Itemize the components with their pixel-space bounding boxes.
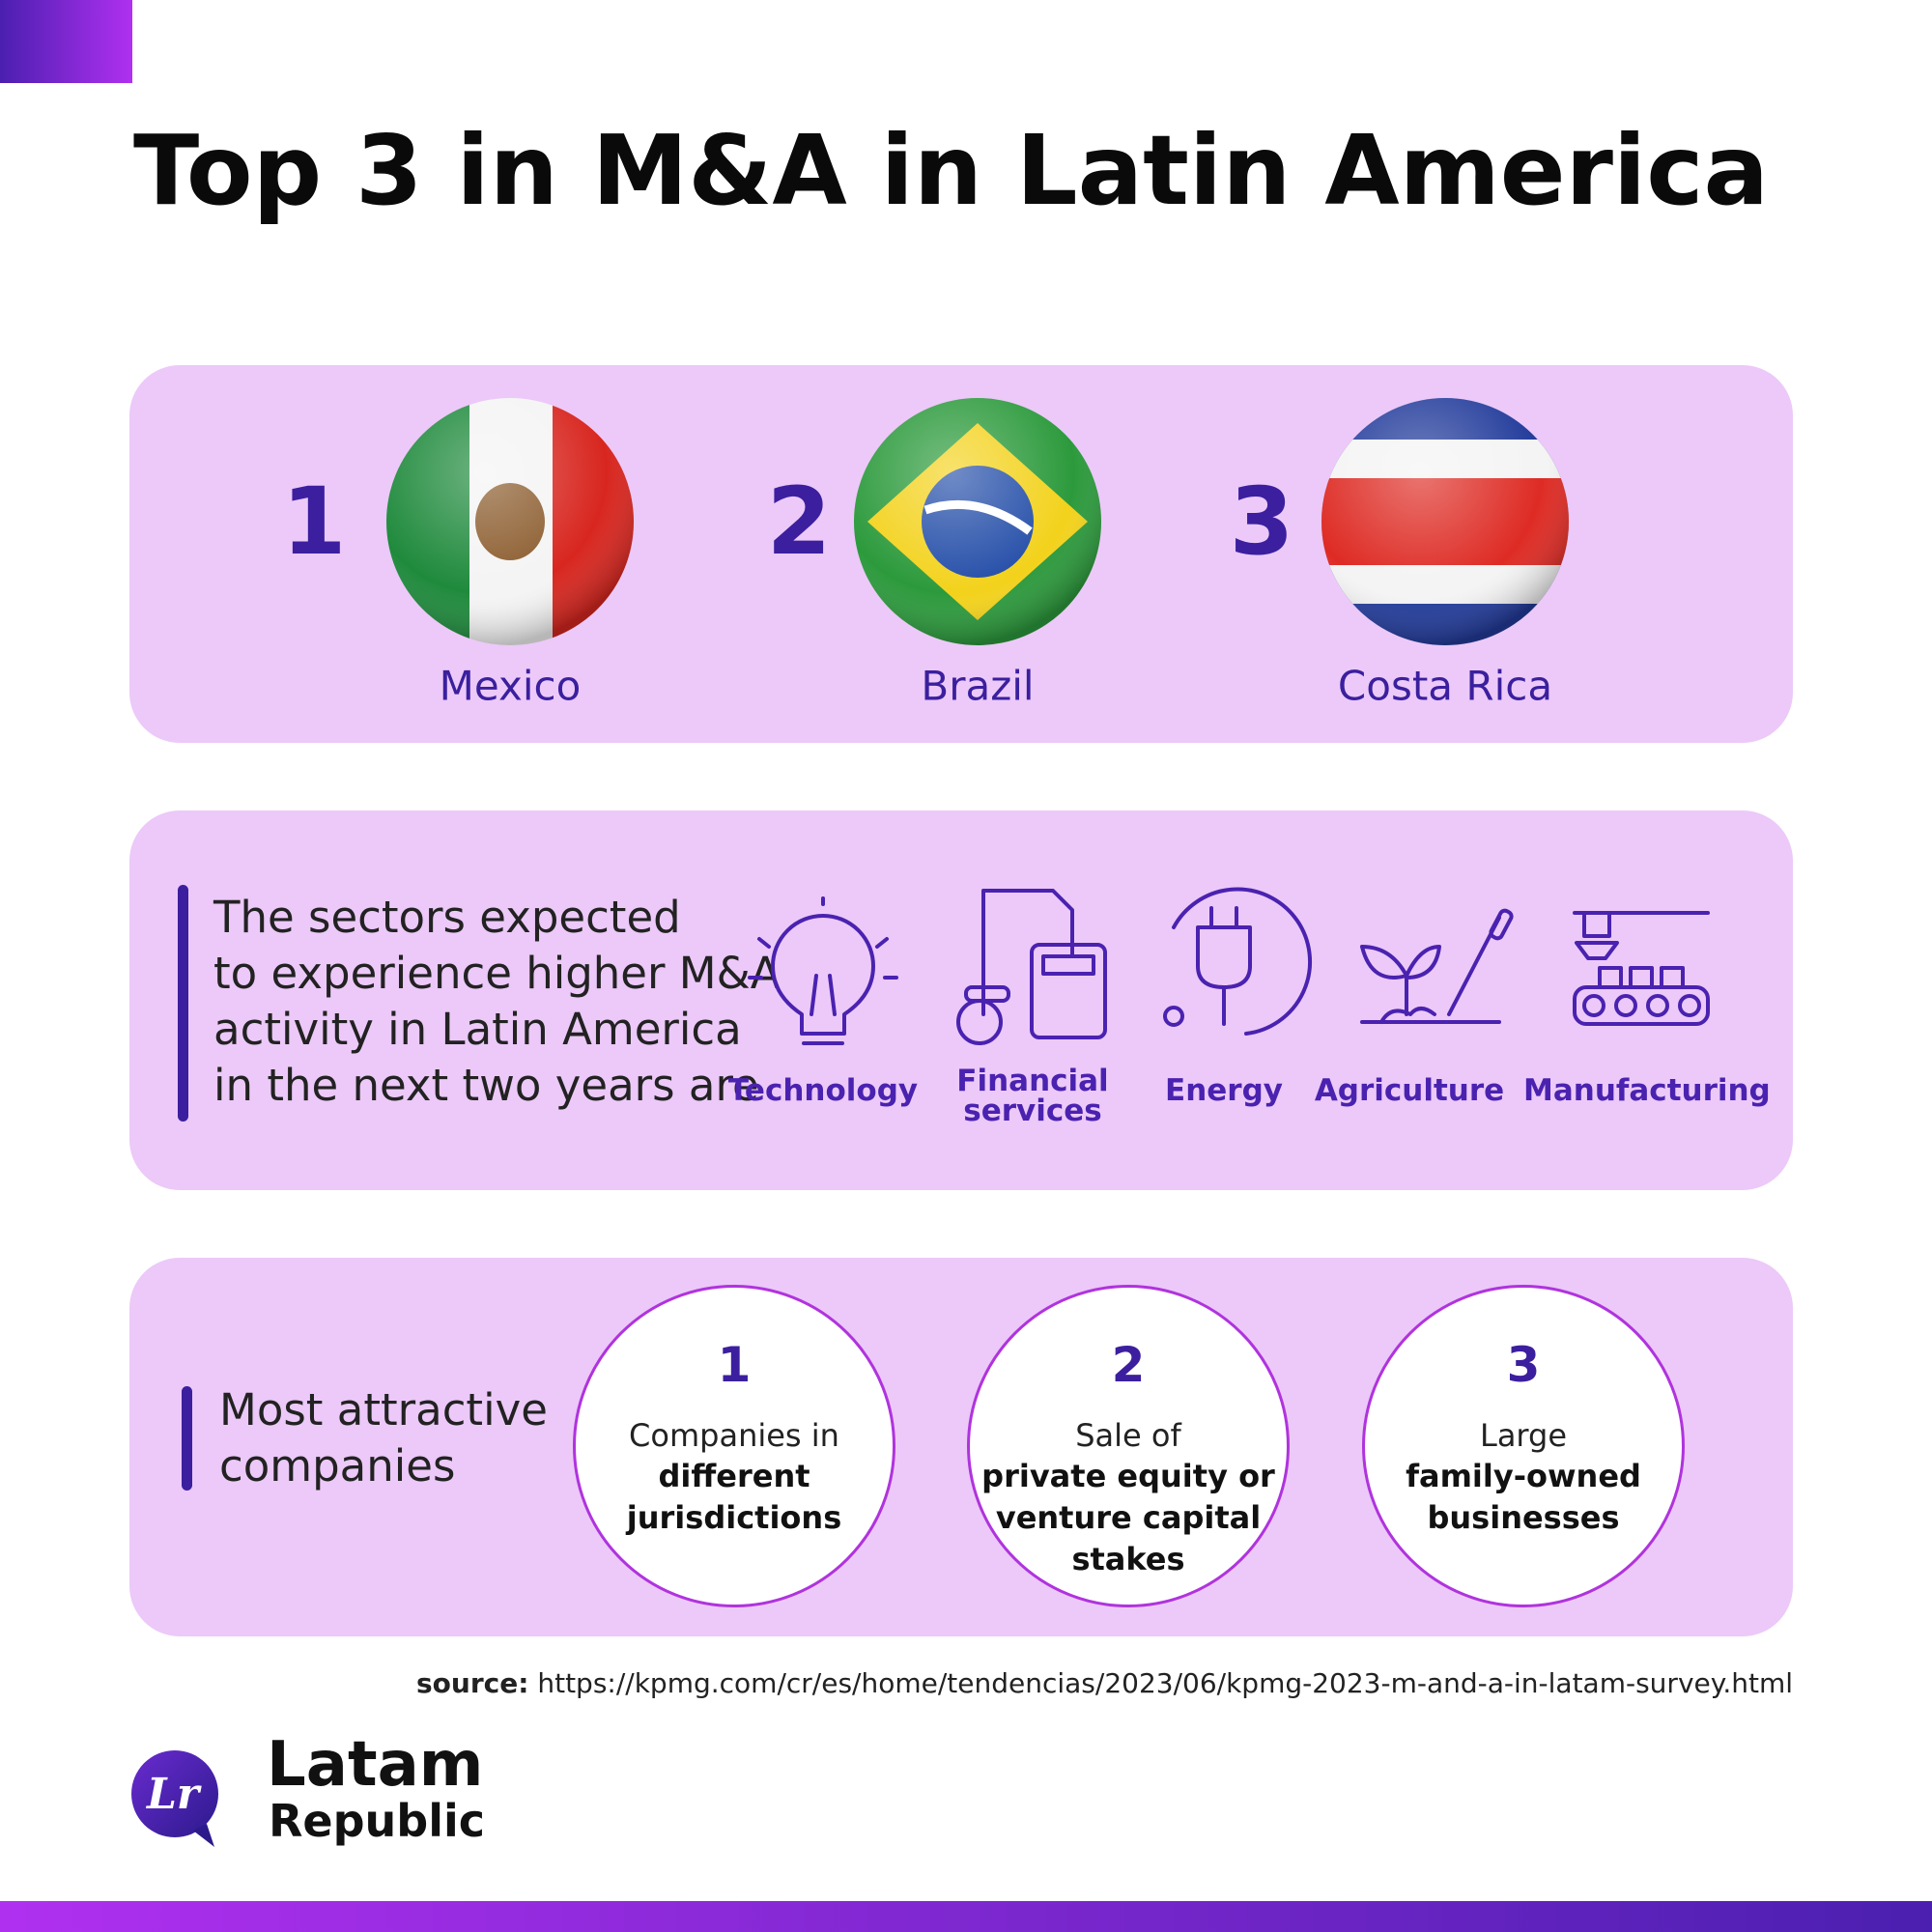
- company-bold: businesses: [1427, 1499, 1620, 1536]
- intro-line: in the next two years are: [213, 1060, 759, 1111]
- company-text: Companies in: [629, 1417, 839, 1454]
- title: Top 3 in M&A in Latin America: [133, 114, 1769, 227]
- company-card: 1 Companies in different jurisdictions: [573, 1285, 895, 1607]
- source: source: https://kpmg.com/cr/es/home/tend…: [416, 1667, 1793, 1699]
- sector-icons: [748, 887, 1710, 1045]
- logo-mark: Lr: [131, 1750, 218, 1847]
- companies-heading: Most attractive companies: [219, 1382, 548, 1494]
- sector-label: Manufacturing: [1523, 1073, 1771, 1108]
- intro-line: activity in Latin America: [213, 1004, 742, 1055]
- company-text: Large: [1479, 1417, 1568, 1454]
- accent-bar: [178, 885, 188, 1122]
- intro-line: to experience higher M&A: [213, 948, 781, 999]
- logo-letters: Lr: [145, 1770, 202, 1819]
- country-rank: 1: [281, 468, 347, 576]
- country-rank: 3: [1229, 468, 1294, 576]
- company-bold: different: [658, 1458, 810, 1494]
- corner-block: [0, 0, 132, 83]
- company-rank: 1: [717, 1337, 752, 1393]
- sectors-intro: The sectors expected to experience highe…: [213, 890, 781, 1114]
- sector-line: Manufacturing: [1523, 1073, 1771, 1108]
- logo-line2: Republic: [269, 1795, 486, 1847]
- company-bold: jurisdictions: [626, 1499, 842, 1536]
- icon-financial: [956, 889, 1107, 1045]
- company-bold: private equity or: [981, 1458, 1275, 1494]
- icon-agriculture: [1360, 908, 1514, 1024]
- company-card: 3 Large family-owned businesses: [1362, 1285, 1685, 1607]
- sector-line: Agriculture: [1314, 1073, 1505, 1108]
- company-text: Sale of: [1075, 1417, 1181, 1454]
- country-name: Costa Rica: [1337, 662, 1553, 710]
- country-rank: 2: [766, 468, 832, 576]
- icon-technology: [748, 896, 898, 1045]
- sectors-panel: [129, 810, 1793, 1190]
- source-label: source:: [416, 1667, 529, 1699]
- source-url: https://kpmg.com/cr/es/home/tendencias/2…: [537, 1667, 1793, 1699]
- country-name: Mexico: [439, 662, 582, 710]
- sector-label: Energy: [1108, 1076, 1340, 1106]
- company-rank: 2: [1111, 1337, 1146, 1393]
- intro-line: The sectors expected: [213, 892, 681, 943]
- bottom-bar: [0, 1901, 1932, 1932]
- heading-line: Most attractive: [219, 1384, 548, 1435]
- company-rank: 3: [1506, 1337, 1541, 1393]
- country-name: Brazil: [921, 662, 1035, 710]
- flags: [386, 398, 1569, 645]
- company-bold: stakes: [1071, 1541, 1185, 1577]
- icon-energy: [1163, 887, 1313, 1036]
- sector-line: services: [963, 1094, 1102, 1128]
- logo-line1: Latam: [267, 1729, 484, 1801]
- sector-line: Technology: [727, 1073, 919, 1108]
- heading-line: companies: [219, 1440, 456, 1492]
- company-bold: family-owned: [1406, 1458, 1641, 1494]
- icon-manufacturing: [1573, 911, 1710, 1026]
- sector-label: Financial services: [917, 1066, 1149, 1126]
- company-bold: venture capital: [995, 1499, 1262, 1536]
- sector-line: Energy: [1165, 1073, 1283, 1108]
- accent-bar: [182, 1386, 192, 1491]
- sector-label: Technology: [707, 1076, 939, 1106]
- sector-line: Financial: [956, 1064, 1109, 1098]
- company-card: 2 Sale of private equity or venture capi…: [967, 1285, 1290, 1607]
- sector-label: Agriculture: [1293, 1076, 1525, 1106]
